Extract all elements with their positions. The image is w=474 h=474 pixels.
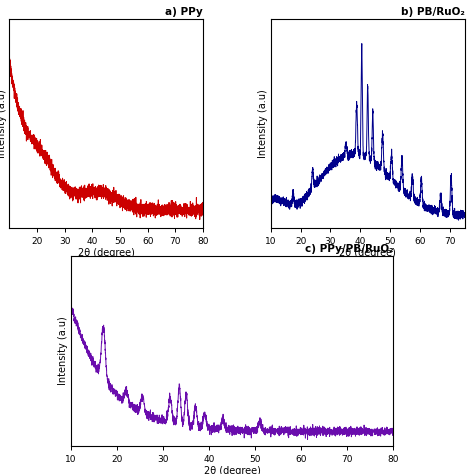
Text: a) PPy: a) PPy [165,7,203,17]
X-axis label: 2θ (degree): 2θ (degree) [204,466,261,474]
X-axis label: 2θ (degree): 2θ (degree) [339,248,396,258]
Y-axis label: Intensity (a.u): Intensity (a.u) [58,316,68,385]
Y-axis label: Intensity (a.u): Intensity (a.u) [258,89,268,158]
X-axis label: 2θ (degree): 2θ (degree) [78,248,135,258]
Text: c) PPy/PB/RuO₂: c) PPy/PB/RuO₂ [305,244,393,254]
Y-axis label: Intensity (a.u): Intensity (a.u) [0,89,7,158]
Text: b) PB/RuO₂: b) PB/RuO₂ [401,7,465,17]
